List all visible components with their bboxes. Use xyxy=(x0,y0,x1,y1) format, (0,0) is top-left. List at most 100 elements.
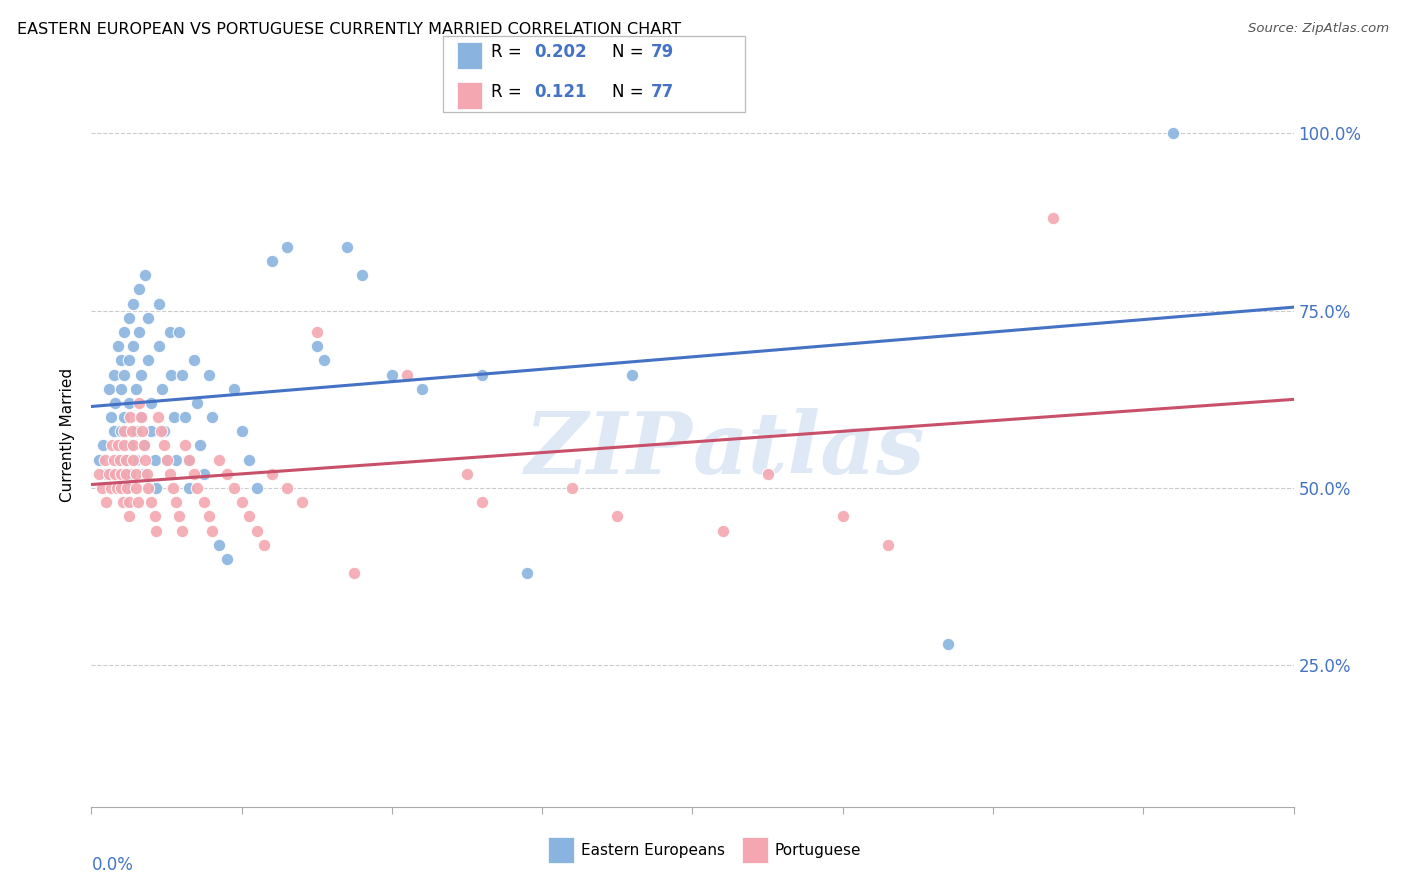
Point xyxy=(173,410,195,425)
Point xyxy=(188,438,211,452)
Point xyxy=(167,325,190,339)
Text: 0.202: 0.202 xyxy=(534,43,586,61)
Point xyxy=(224,481,246,495)
Point xyxy=(138,310,160,325)
Point xyxy=(170,368,193,382)
Point xyxy=(115,467,138,481)
Text: 0.0%: 0.0% xyxy=(91,855,134,873)
Y-axis label: Currently Married: Currently Married xyxy=(60,368,76,502)
Point xyxy=(173,438,195,452)
Text: 0.121: 0.121 xyxy=(534,83,586,101)
Text: R =: R = xyxy=(491,83,531,101)
Point xyxy=(152,425,174,439)
Point xyxy=(128,282,150,296)
Point xyxy=(1042,211,1064,226)
Point xyxy=(246,524,269,538)
Point xyxy=(122,339,145,353)
Point xyxy=(146,410,169,425)
Point xyxy=(118,310,141,325)
Point xyxy=(108,452,131,467)
Point xyxy=(129,368,152,382)
Point xyxy=(148,339,170,353)
Point xyxy=(336,240,359,254)
Point xyxy=(111,495,134,509)
Point xyxy=(122,452,145,467)
Point xyxy=(110,481,132,495)
Point xyxy=(197,368,219,382)
Point xyxy=(93,438,115,452)
Point xyxy=(125,425,148,439)
Point xyxy=(253,538,276,552)
Point xyxy=(100,410,122,425)
Point xyxy=(110,382,132,396)
Point xyxy=(104,467,127,481)
Point xyxy=(246,481,269,495)
Point xyxy=(163,410,186,425)
Point xyxy=(193,495,215,509)
Point xyxy=(122,438,145,452)
Point xyxy=(107,452,129,467)
Point xyxy=(193,467,215,481)
Point xyxy=(114,410,136,425)
Point xyxy=(128,396,150,410)
Point xyxy=(350,268,373,283)
Point xyxy=(197,509,219,524)
Point xyxy=(621,368,644,382)
Point xyxy=(103,368,125,382)
Point xyxy=(606,509,628,524)
Point xyxy=(94,452,117,467)
Point xyxy=(117,481,139,495)
Text: EASTERN EUROPEAN VS PORTUGUESE CURRENTLY MARRIED CORRELATION CHART: EASTERN EUROPEAN VS PORTUGUESE CURRENTLY… xyxy=(17,22,681,37)
Point xyxy=(305,339,328,353)
Point xyxy=(118,396,141,410)
Point xyxy=(876,538,898,552)
Point xyxy=(201,524,224,538)
Point xyxy=(456,467,478,481)
Point xyxy=(90,481,112,495)
Point xyxy=(148,296,170,310)
Point xyxy=(115,452,138,467)
Point xyxy=(711,524,734,538)
Text: 79: 79 xyxy=(651,43,675,61)
Point xyxy=(132,467,155,481)
Point xyxy=(238,509,260,524)
Point xyxy=(125,382,148,396)
Point xyxy=(107,339,129,353)
Point xyxy=(215,467,238,481)
Point xyxy=(110,467,132,481)
Point xyxy=(100,481,122,495)
Point xyxy=(131,425,153,439)
Point xyxy=(276,481,298,495)
Point xyxy=(516,566,538,581)
Point xyxy=(201,410,224,425)
Point xyxy=(208,538,231,552)
Point xyxy=(105,481,128,495)
Point xyxy=(98,467,121,481)
Point xyxy=(159,467,181,481)
Point xyxy=(121,425,143,439)
Point xyxy=(381,368,404,382)
Point xyxy=(129,410,152,425)
Text: atlas: atlas xyxy=(692,408,925,491)
Point xyxy=(159,325,181,339)
Point xyxy=(167,509,190,524)
Point xyxy=(186,396,208,410)
Point xyxy=(395,368,418,382)
Point xyxy=(115,481,138,495)
Text: N =: N = xyxy=(612,43,648,61)
Point xyxy=(134,268,156,283)
Point xyxy=(143,452,166,467)
Point xyxy=(120,467,142,481)
Point xyxy=(155,452,177,467)
Point xyxy=(107,438,129,452)
Point xyxy=(118,509,141,524)
Point xyxy=(118,353,141,368)
Text: 77: 77 xyxy=(651,83,675,101)
Point xyxy=(122,296,145,310)
Point xyxy=(87,467,110,481)
Point xyxy=(127,495,149,509)
Point xyxy=(276,240,298,254)
Point xyxy=(260,467,283,481)
Point xyxy=(114,425,136,439)
Point xyxy=(134,452,156,467)
